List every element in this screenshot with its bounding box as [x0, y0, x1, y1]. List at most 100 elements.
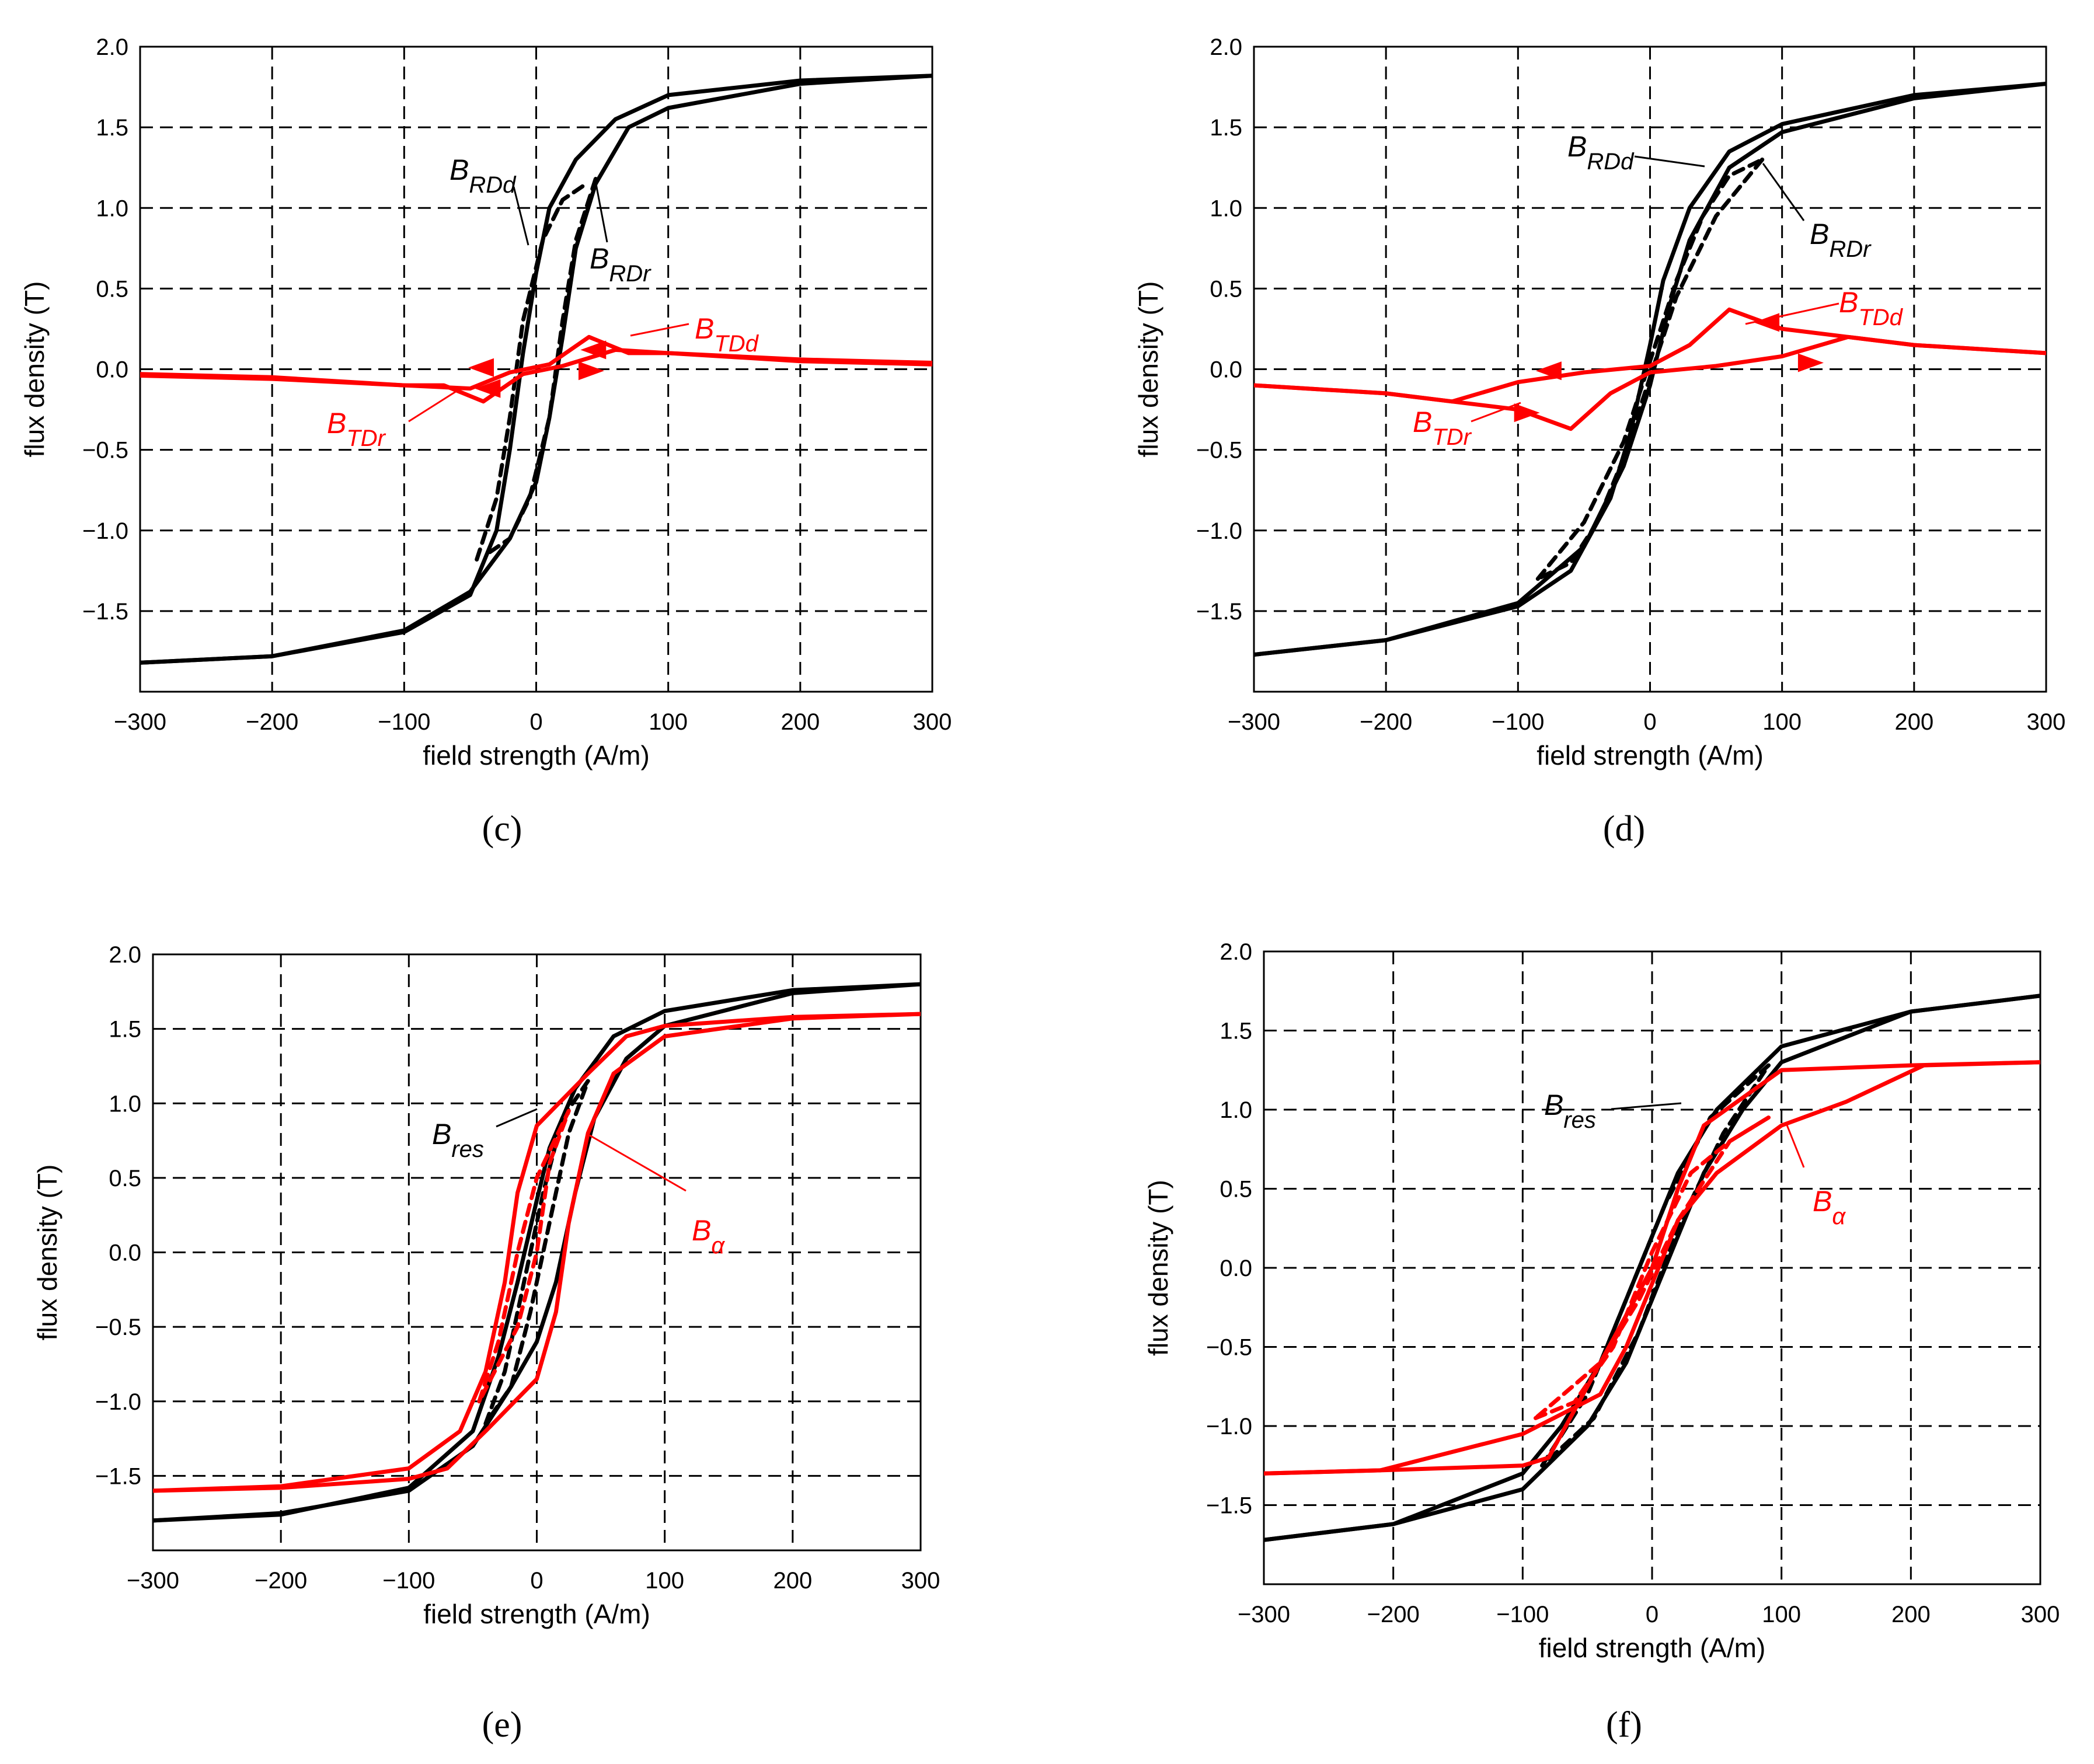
series-line-1	[1254, 82, 2046, 657]
x-tick-label: 300	[901, 1568, 940, 1594]
x-tick-label: −200	[246, 709, 298, 735]
x-axis-label: field strength (A/m)	[1536, 740, 1764, 771]
annotation-label: BRDd	[1567, 130, 1635, 175]
panel-caption: (f)	[1606, 1705, 1642, 1745]
direction-arrow	[578, 361, 604, 381]
annotation-base: B	[1810, 218, 1829, 250]
annotation-leader-line	[1611, 1102, 1682, 1110]
y-tick-label: −1.0	[95, 1389, 141, 1415]
direction-arrow	[580, 340, 607, 360]
annotation-leader-line	[1745, 302, 1839, 325]
x-tick-label: −300	[127, 1568, 179, 1594]
x-tick-label: −200	[1360, 709, 1412, 735]
y-tick-label: −0.5	[1206, 1335, 1252, 1361]
x-tick-label: 0	[529, 709, 542, 735]
y-tick-label: −0.5	[82, 438, 128, 463]
panel-caption: (c)	[482, 809, 522, 849]
x-tick-label: −300	[1238, 1602, 1290, 1627]
direction-arrow	[468, 358, 494, 377]
y-tick-label: 1.5	[1210, 115, 1242, 141]
panel-caption: (d)	[1603, 809, 1645, 849]
x-tick-label: 100	[645, 1568, 684, 1594]
annotation-subscript: RDr	[1829, 236, 1872, 262]
y-tick-label: −1.0	[1196, 518, 1242, 544]
chart-panel-c: −300 −200 −100 0 100 200 300 2.0 1.5 1.0 0.5 0.0 −0.…	[19, 34, 952, 849]
annotation-base: B	[1813, 1185, 1832, 1218]
annotation-base: B	[327, 407, 346, 440]
series-line-4	[153, 1012, 921, 1493]
annotation-label: BTDr	[1413, 406, 1472, 450]
chart-panel-d: −300 −200 −100 0 100 200 300 2.0 1.5 1.0 0.5 0.0 −0.…	[1133, 34, 2065, 849]
x-tick-label: −100	[1496, 1602, 1549, 1627]
annotation-subscript: RDr	[609, 261, 651, 287]
y-tick-label: −1.0	[82, 518, 128, 544]
x-tick-label: −100	[382, 1568, 435, 1594]
y-tick-label: −1.0	[1206, 1414, 1252, 1439]
x-tick-label: 300	[913, 709, 952, 735]
x-tick-label: −200	[1367, 1602, 1420, 1627]
x-tick-label: 200	[773, 1568, 812, 1594]
annotation-base: B	[450, 154, 469, 186]
series-line-1	[153, 982, 921, 1523]
series-line-5	[1534, 1115, 1771, 1420]
annotation-label: BTDd	[695, 312, 759, 357]
annotation-leader-line	[589, 1134, 687, 1192]
series-line-1	[140, 74, 932, 665]
y-tick-label: −1.5	[95, 1463, 141, 1489]
series-line-2	[475, 182, 588, 562]
y-tick-label: −0.5	[1196, 438, 1242, 463]
y-tick-label: 2.0	[1210, 34, 1242, 60]
annotation-base: B	[692, 1214, 711, 1247]
y-tick-label: 1.5	[96, 115, 128, 141]
annotation-subscript: RDd	[1587, 149, 1635, 175]
series-line-5	[477, 1108, 571, 1404]
direction-arrow	[1514, 403, 1540, 423]
annotation-label: BTDd	[1839, 286, 1904, 330]
y-tick-label: 2.0	[96, 34, 128, 60]
x-tick-label: 200	[1894, 709, 1933, 735]
y-tick-label: 1.5	[109, 1017, 141, 1043]
y-tick-label: 1.5	[1220, 1019, 1252, 1044]
y-tick-label: −1.5	[82, 599, 128, 625]
x-tick-label: 0	[1643, 709, 1656, 735]
series-line-2	[1535, 157, 1765, 581]
direction-arrow	[475, 379, 501, 398]
y-tick-label: 1.0	[1220, 1097, 1252, 1123]
x-tick-label: −200	[255, 1568, 307, 1594]
direction-arrow	[1797, 353, 1824, 372]
x-tick-label: 200	[781, 709, 820, 735]
annotation-base: B	[590, 242, 609, 275]
series-line-2	[483, 1079, 590, 1426]
x-tick-label: 200	[1891, 1602, 1931, 1627]
y-tick-label: 1.0	[109, 1091, 141, 1117]
x-tick-label: 300	[2027, 709, 2066, 735]
y-axis-label: flux density (T)	[1143, 1180, 1173, 1356]
series-line-3	[484, 177, 598, 557]
annotation-label: BRDd	[450, 154, 517, 198]
annotation-base: B	[695, 312, 714, 345]
y-tick-label: 0.5	[96, 276, 128, 302]
annotation-label: Bres	[1544, 1089, 1596, 1133]
y-axis-label: flux density (T)	[32, 1165, 62, 1341]
annotation-leader-line	[408, 387, 462, 423]
y-axis-label: flux density (T)	[1133, 281, 1163, 458]
annotation-subscript: TDd	[1858, 305, 1903, 330]
annotation-leader-line	[594, 180, 608, 243]
series-line-3	[1535, 157, 1765, 581]
y-tick-label: 0.5	[1220, 1177, 1252, 1202]
y-tick-label: 0.0	[96, 357, 128, 383]
annotation-subscript: α	[1832, 1204, 1846, 1229]
annotation-leader-line	[1785, 1123, 1805, 1168]
x-tick-label: 100	[1762, 1602, 1801, 1627]
annotation-label: Bα	[1813, 1185, 1846, 1229]
y-tick-label: 0.5	[1210, 276, 1242, 302]
x-tick-label: −300	[114, 709, 166, 735]
x-tick-label: 0	[1646, 1602, 1659, 1627]
annotation-label: BRDr	[1810, 218, 1872, 262]
y-tick-label: −1.5	[1196, 599, 1242, 625]
direction-arrow	[1535, 361, 1562, 381]
annotation-leader-line	[1471, 402, 1521, 423]
annotation-subscript: TDr	[1432, 424, 1472, 450]
annotation-label: Bα	[692, 1214, 725, 1258]
annotation-base: B	[1567, 130, 1587, 163]
